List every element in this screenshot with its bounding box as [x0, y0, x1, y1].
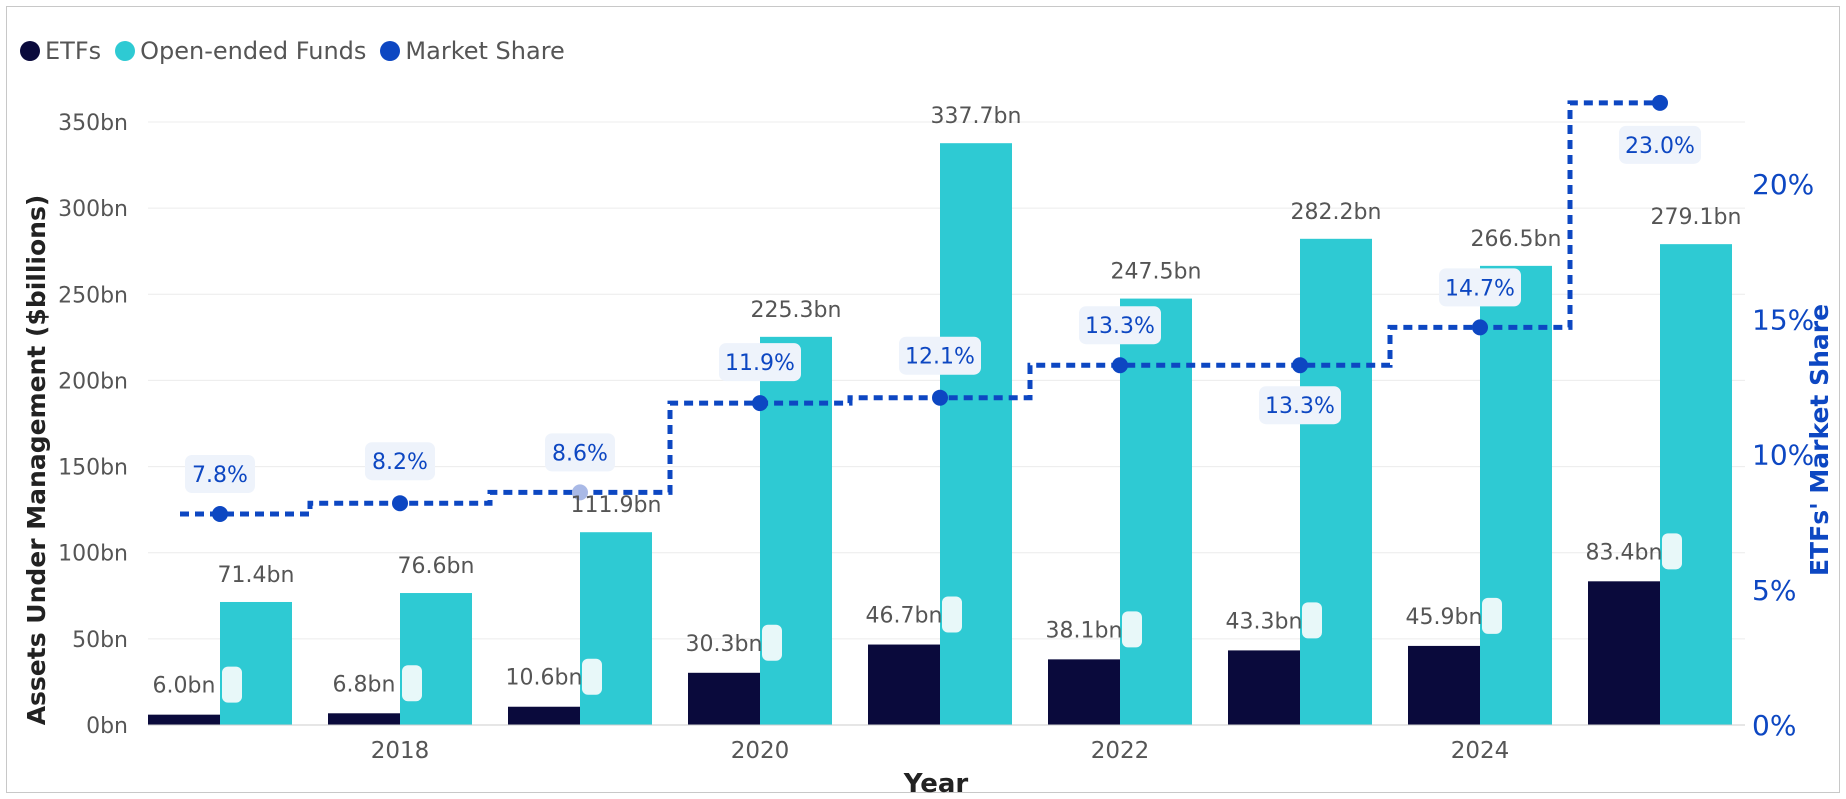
- funds-label: 247.5bn: [1111, 260, 1202, 285]
- y-tick-label: 0bn: [86, 714, 128, 739]
- share-label: 8.2%: [372, 450, 428, 475]
- y-tick-label: 350bn: [58, 111, 128, 136]
- etfs-label-tab: [1482, 598, 1502, 634]
- share-label: 14.7%: [1445, 276, 1515, 301]
- etfs-label-tab: [222, 667, 242, 703]
- x-tick-label: 2022: [1091, 738, 1150, 764]
- etfs-label: 45.9bn: [1406, 605, 1483, 630]
- funds-label: 111.9bn: [571, 493, 662, 518]
- share-label: 23.0%: [1625, 134, 1695, 159]
- market-share-point: [392, 495, 408, 511]
- bar-funds: [1300, 239, 1372, 725]
- bar-funds: [220, 602, 292, 725]
- bar-etfs: [328, 713, 400, 725]
- etfs-label-tab: [1662, 533, 1682, 569]
- share-label: 13.3%: [1085, 314, 1155, 339]
- market-share-point: [1292, 357, 1308, 373]
- y2-tick-label: 0%: [1752, 709, 1796, 742]
- share-label: 12.1%: [905, 345, 975, 370]
- etfs-label: 46.7bn: [866, 604, 943, 629]
- bar-etfs: [868, 645, 940, 725]
- y-axis-title: Assets Under Management ($billions): [22, 195, 51, 726]
- bar-funds: [1660, 244, 1732, 725]
- y2-tick-label: 20%: [1752, 168, 1814, 201]
- bar-funds: [1120, 299, 1192, 725]
- share-label: 7.8%: [192, 463, 248, 488]
- bar-funds: [760, 337, 832, 725]
- etfs-label: 83.4bn: [1586, 540, 1663, 565]
- bar-etfs: [1408, 646, 1480, 725]
- market-share-point: [1112, 357, 1128, 373]
- share-label: 11.9%: [725, 351, 795, 376]
- y-tick-label: 150bn: [58, 456, 128, 481]
- funds-label: 337.7bn: [931, 104, 1022, 129]
- market-share-point: [1652, 95, 1668, 111]
- bar-funds: [1480, 266, 1552, 725]
- funds-label: 266.5bn: [1471, 227, 1562, 252]
- x-tick-label: 2024: [1451, 738, 1510, 764]
- etfs-label: 6.8bn: [333, 672, 396, 697]
- funds-label: 225.3bn: [751, 298, 842, 323]
- etfs-label-tab: [402, 665, 422, 701]
- y-tick-label: 300bn: [58, 197, 128, 222]
- bar-etfs: [1048, 659, 1120, 725]
- bar-etfs: [1228, 650, 1300, 725]
- etfs-label: 10.6bn: [506, 666, 583, 691]
- etfs-label: 38.1bn: [1046, 618, 1123, 643]
- etfs-label-tab: [1302, 602, 1322, 638]
- bar-etfs: [688, 673, 760, 725]
- funds-label: 279.1bn: [1651, 205, 1742, 230]
- bar-funds: [580, 532, 652, 725]
- y-tick-label: 50bn: [72, 628, 128, 653]
- bar-funds: [400, 593, 472, 725]
- bar-etfs: [148, 715, 220, 725]
- x-axis-title: Year: [903, 769, 969, 799]
- etfs-label-tab: [1122, 611, 1142, 647]
- y-tick-label: 200bn: [58, 369, 128, 394]
- market-share-point: [752, 395, 768, 411]
- y2-tick-label: 5%: [1752, 574, 1796, 607]
- x-tick-label: 2018: [371, 738, 430, 764]
- y-tick-label: 250bn: [58, 283, 128, 308]
- market-share-point: [1472, 319, 1488, 335]
- funds-label: 71.4bn: [218, 563, 295, 588]
- etfs-label: 30.3bn: [686, 632, 763, 657]
- etfs-label-tab: [942, 597, 962, 633]
- y2-axis-title: ETFs' Market Share: [1805, 304, 1834, 576]
- share-label: 8.6%: [552, 441, 608, 466]
- y-tick-label: 100bn: [58, 542, 128, 567]
- bar-etfs: [508, 707, 580, 725]
- x-tick-label: 2020: [731, 738, 790, 764]
- funds-label: 282.2bn: [1291, 200, 1382, 225]
- etfs-label-tab: [762, 625, 782, 661]
- share-label: 13.3%: [1265, 394, 1335, 419]
- bar-etfs: [1588, 581, 1660, 725]
- market-share-point: [212, 506, 228, 522]
- market-share-point: [932, 390, 948, 406]
- etfs-label: 43.3bn: [1226, 609, 1303, 634]
- bar-funds: [940, 143, 1012, 725]
- funds-label: 76.6bn: [398, 554, 475, 579]
- etfs-label: 6.0bn: [153, 674, 216, 699]
- etfs-label-tab: [582, 659, 602, 695]
